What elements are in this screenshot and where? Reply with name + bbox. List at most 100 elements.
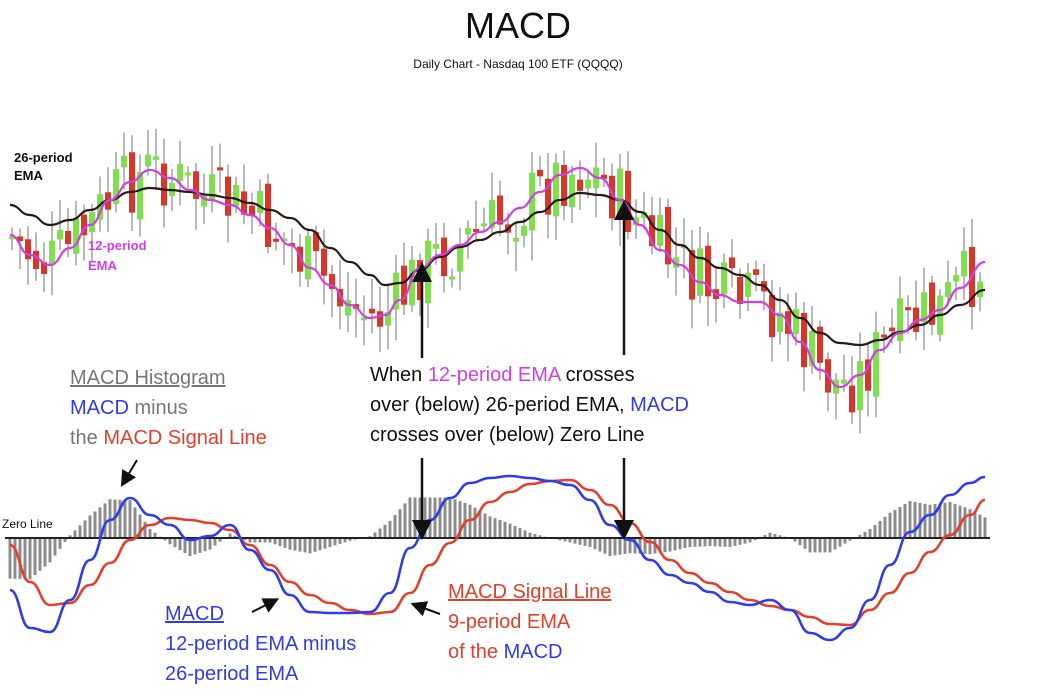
histogram-bar xyxy=(688,538,692,547)
histogram-bar xyxy=(243,538,247,541)
histogram-bar xyxy=(733,538,737,546)
histogram-bar xyxy=(678,538,682,550)
histogram-bar xyxy=(103,503,107,538)
histogram-bar xyxy=(163,538,167,541)
candle-down xyxy=(753,269,759,275)
histogram-bar xyxy=(88,515,92,538)
histogram-bar xyxy=(98,507,102,538)
macd-annotation: MACD 12-period EMA minus 26-period EMA xyxy=(165,603,356,685)
svg-text:MACD minus: MACD minus xyxy=(70,397,188,419)
ema12-label: 12-period EMA xyxy=(88,238,150,273)
histogram-bar xyxy=(658,538,662,553)
histogram-bar xyxy=(108,499,112,538)
candle-down xyxy=(849,385,855,413)
candle-down xyxy=(705,245,711,297)
histogram-bar xyxy=(538,535,542,538)
ema26-label: 26-period EMA xyxy=(14,150,76,183)
histogram-bar xyxy=(968,509,972,538)
histogram-bar xyxy=(308,538,312,554)
histogram-bar xyxy=(878,520,882,538)
candle-up xyxy=(393,272,399,310)
histogram-bar xyxy=(613,538,617,556)
histogram-bar xyxy=(468,504,472,538)
candle-up xyxy=(9,236,15,240)
candle-up xyxy=(145,154,151,167)
histogram-bar xyxy=(493,518,497,538)
histogram-bar xyxy=(808,538,812,553)
candle-down xyxy=(769,294,775,338)
candle-down xyxy=(337,288,343,307)
svg-text:26-period EMA: 26-period EMA xyxy=(165,663,299,685)
candle-down xyxy=(161,163,167,206)
candle-down xyxy=(601,174,607,179)
candle-down xyxy=(881,334,887,338)
histogram-bar xyxy=(423,497,427,538)
histogram-bar xyxy=(213,538,217,546)
histogram-bar xyxy=(373,532,377,538)
arrow-signal xyxy=(410,601,441,617)
candle-up xyxy=(793,309,799,334)
histogram-bar xyxy=(43,538,47,567)
histogram-bar xyxy=(608,538,612,556)
signal-annotation: MACD Signal Line 9-period EMA of the MAC… xyxy=(448,581,611,663)
candle-up xyxy=(513,237,519,242)
histogram-bar xyxy=(68,535,72,538)
histogram-bar xyxy=(198,538,202,553)
macd-histogram xyxy=(8,497,987,580)
chart-subtitle: Daily Chart - Nasdaq 100 ETF (QQQQ) xyxy=(413,57,622,71)
histogram-bar xyxy=(448,497,452,538)
histogram-bar xyxy=(333,538,337,546)
histogram-bar xyxy=(603,538,607,554)
svg-text:MACD Histogram: MACD Histogram xyxy=(70,367,226,389)
arrow-macd xyxy=(251,598,280,613)
candle-down xyxy=(329,274,335,289)
histogram-bar xyxy=(668,538,672,552)
candle-up xyxy=(897,298,903,341)
histogram-bar xyxy=(408,497,412,538)
candle-up xyxy=(137,171,143,220)
candle-down xyxy=(817,326,823,363)
histogram-bar xyxy=(263,538,267,543)
histogram-bar xyxy=(168,538,172,545)
candle-up xyxy=(433,243,439,249)
candle-down xyxy=(217,167,223,171)
histogram-bar xyxy=(388,520,392,538)
histogram-bar xyxy=(748,538,752,543)
histogram-bar xyxy=(78,525,82,538)
svg-text:9-period EMA: 9-period EMA xyxy=(448,611,571,633)
histogram-bar xyxy=(483,513,487,538)
histogram-bar xyxy=(983,517,987,538)
histogram-bar xyxy=(173,538,177,548)
candle-up xyxy=(553,162,559,217)
candle-up xyxy=(529,172,535,231)
candle-down xyxy=(473,229,479,233)
histogram-bar xyxy=(278,538,282,547)
svg-text:over (below) 26-period EMA, MA: over (below) 26-period EMA, MACD xyxy=(370,394,689,416)
histogram-bar xyxy=(253,538,257,543)
svg-text:When 12-period EMA crosses: When 12-period EMA crosses xyxy=(370,364,635,386)
candle-up xyxy=(841,379,847,384)
candle-up xyxy=(465,227,471,235)
histogram-bar xyxy=(938,503,942,538)
histogram-bar xyxy=(63,538,67,543)
histogram-bar xyxy=(478,510,482,538)
histogram-bar xyxy=(28,538,32,580)
histogram-bar xyxy=(588,538,592,547)
candle-up xyxy=(281,238,287,242)
histogram-bar xyxy=(343,538,347,543)
histogram-bar xyxy=(888,512,892,538)
histogram-bar xyxy=(323,538,327,549)
candle-down xyxy=(545,178,551,215)
histogram-bar xyxy=(883,516,887,538)
histogram-bar xyxy=(488,516,492,538)
histogram-bar xyxy=(953,503,957,538)
histogram-bar xyxy=(288,538,292,550)
histogram-bar xyxy=(693,538,697,547)
histogram-bar xyxy=(663,538,667,553)
candle-up xyxy=(457,243,463,272)
candle-down xyxy=(497,195,503,225)
histogram-bar xyxy=(963,507,967,538)
candle-up xyxy=(721,262,727,295)
histogram-bar xyxy=(903,504,907,538)
candle-down xyxy=(321,248,327,276)
